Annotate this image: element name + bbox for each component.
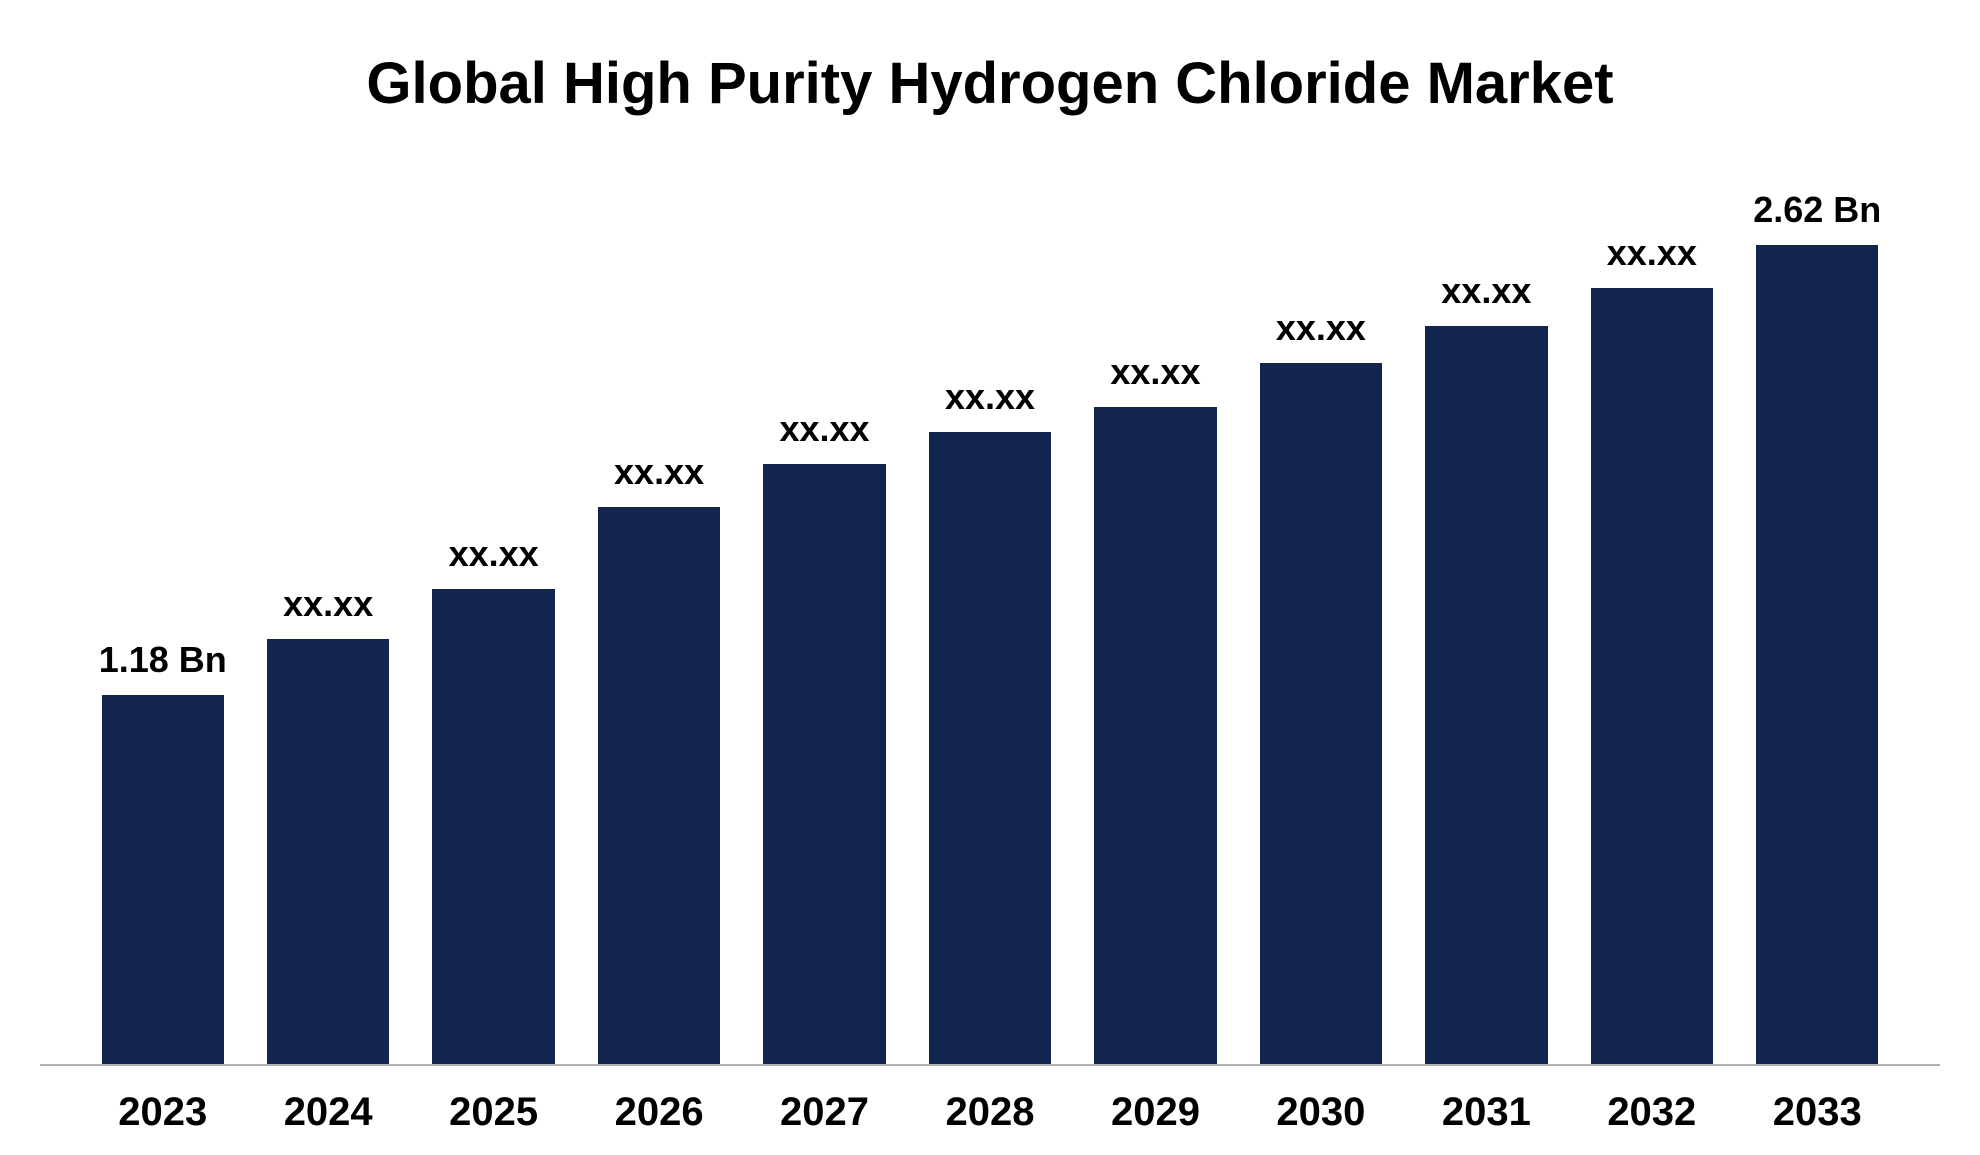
bar-column: 2.62 Bn <box>1735 157 1900 1064</box>
x-axis-tick: 2026 <box>576 1090 741 1135</box>
x-axis-tick: 2024 <box>245 1090 410 1135</box>
x-axis-tick: 2028 <box>907 1090 1072 1135</box>
bar-value-label: xx.xx <box>1441 270 1531 312</box>
x-axis-tick: 2029 <box>1073 1090 1238 1135</box>
bar-column: xx.xx <box>1238 157 1403 1064</box>
bar-value-label: xx.xx <box>1276 307 1366 349</box>
bar-value-label: xx.xx <box>1110 351 1200 393</box>
bar <box>1094 407 1216 1064</box>
chart-container: Global High Purity Hydrogen Chloride Mar… <box>0 0 1980 1155</box>
bar-column: xx.xx <box>245 157 410 1064</box>
chart-title: Global High Purity Hydrogen Chloride Mar… <box>40 50 1940 117</box>
bar <box>598 507 720 1064</box>
chart-x-axis: 2023202420252026202720282029203020312032… <box>40 1090 1940 1135</box>
x-axis-tick: 2033 <box>1735 1090 1900 1135</box>
x-axis-tick: 2032 <box>1569 1090 1734 1135</box>
bar-column: 1.18 Bn <box>80 157 245 1064</box>
chart-plot-area: 1.18 Bn xx.xx xx.xx xx.xx xx.xx xx.xx xx.xx xx.… <box>40 157 1940 1066</box>
bar-value-label: xx.xx <box>1607 232 1697 274</box>
bar <box>763 464 885 1064</box>
bar-column: xx.xx <box>907 157 1072 1064</box>
bar <box>1260 363 1382 1064</box>
x-axis-tick: 2027 <box>742 1090 907 1135</box>
bar <box>102 695 224 1064</box>
bar-value-label: xx.xx <box>283 583 373 625</box>
x-axis-tick: 2031 <box>1404 1090 1569 1135</box>
bar <box>929 432 1051 1064</box>
bar-column: xx.xx <box>742 157 907 1064</box>
bar-value-label: xx.xx <box>779 408 869 450</box>
bar-value-label: xx.xx <box>449 533 539 575</box>
bar-column: xx.xx <box>1569 157 1734 1064</box>
bar-value-label: xx.xx <box>945 376 1035 418</box>
bar-value-label: 1.18 Bn <box>99 639 227 681</box>
bar-column: xx.xx <box>1404 157 1569 1064</box>
x-axis-tick: 2025 <box>411 1090 576 1135</box>
bar <box>1425 326 1547 1064</box>
bar-column: xx.xx <box>576 157 741 1064</box>
x-axis-tick: 2030 <box>1238 1090 1403 1135</box>
bar-value-label: xx.xx <box>614 451 704 493</box>
bar <box>432 589 554 1064</box>
bar <box>267 639 389 1064</box>
bar <box>1756 245 1878 1064</box>
x-axis-tick: 2023 <box>80 1090 245 1135</box>
bar <box>1591 288 1713 1064</box>
bar-column: xx.xx <box>411 157 576 1064</box>
bar-column: xx.xx <box>1073 157 1238 1064</box>
bar-value-label: 2.62 Bn <box>1753 189 1881 231</box>
